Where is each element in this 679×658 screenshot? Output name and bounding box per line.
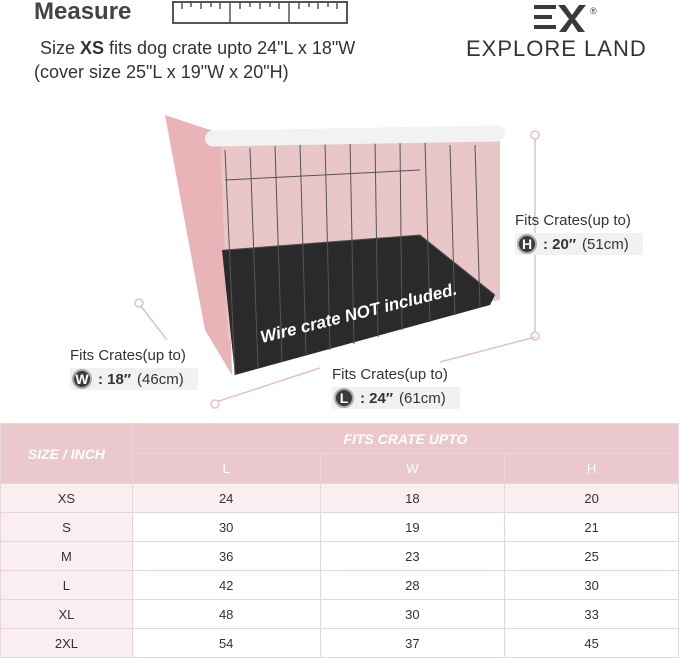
size-value: XS: [80, 38, 105, 58]
length-icon: L: [334, 388, 354, 408]
width-cell: 28: [319, 570, 506, 600]
width-metric: (46cm): [137, 370, 184, 388]
length-value: : 24″: [360, 389, 394, 407]
ruler-icon: [172, 1, 348, 24]
width-cell: 19: [319, 512, 506, 542]
crate-cover-image: Wire crate NOT included.: [134, 115, 540, 409]
crate-wires: [224, 139, 496, 376]
column-header-h: H: [504, 453, 679, 484]
height-cell: 25: [504, 541, 679, 571]
table-row: XS 24 18 20: [0, 483, 679, 513]
table-row: L 42 28 30: [0, 570, 679, 600]
brand-logo: ®: [534, 5, 597, 32]
width-heading: Fits Crates(up to): [70, 347, 186, 364]
table-row: 2XL 54 37 45: [0, 628, 679, 658]
width-cell: 37: [319, 628, 506, 658]
table-row: M 36 23 25: [0, 541, 679, 571]
width-cell: 30: [319, 599, 506, 629]
size-cell: L: [0, 570, 133, 600]
size-cell: S: [0, 512, 133, 542]
length-dimension: Fits Crates(up to) L : 24″ (61cm): [332, 366, 460, 409]
width-cell: 18: [319, 483, 506, 513]
fits-crate-header: FITS CRATE UPTO: [131, 423, 679, 454]
length-cell: 36: [131, 541, 321, 571]
width-cell: 23: [319, 541, 506, 571]
cover-rolled-top: [205, 125, 505, 147]
height-cell: 33: [504, 599, 679, 629]
column-header-w: W: [319, 453, 506, 484]
table-row: XL 48 30 33: [0, 599, 679, 629]
height-icon: H: [517, 234, 537, 254]
cover-size: (cover size 25"L x 19"W x 20"H): [34, 62, 289, 82]
size-suffix: fits dog crate upto 24"L x 18"W: [104, 38, 356, 58]
width-icon: W: [72, 369, 92, 389]
length-cell: 54: [131, 628, 321, 658]
length-cell: 24: [131, 483, 321, 513]
length-cell: 30: [131, 512, 321, 542]
cover-side-panel: [165, 115, 232, 375]
height-dimension: Fits Crates(up to) H : 20″ (51cm): [515, 212, 643, 255]
height-value: : 20″: [543, 235, 577, 253]
length-metric: (61cm): [399, 389, 446, 407]
size-cell: XS: [0, 483, 133, 513]
width-dimension: Fits Crates(up to) W : 18″ (46cm): [70, 347, 198, 390]
size-cell: XL: [0, 599, 133, 629]
length-heading: Fits Crates(up to): [332, 366, 448, 383]
width-value: : 18″: [98, 370, 132, 388]
size-description: Size XS fits dog crate upto 24"L x 18"W: [40, 38, 355, 59]
measure-label: Measure: [34, 0, 132, 25]
height-cell: 20: [504, 483, 679, 513]
column-header-l: L: [131, 453, 321, 484]
height-cell: 21: [504, 512, 679, 542]
size-cell: M: [0, 541, 133, 571]
length-cell: 48: [131, 599, 321, 629]
crate-floor: [222, 235, 495, 375]
size-header: SIZE / INCH: [0, 423, 133, 484]
height-cell: 30: [504, 570, 679, 600]
brand-name: EXPLORE LAND: [466, 36, 647, 61]
table-row: S 30 19 21: [0, 512, 679, 542]
size-chart-table: SIZE / INCH FITS CRATE UPTO L W H XS 24 18…: [0, 423, 679, 658]
height-cell: 45: [504, 628, 679, 658]
height-heading: Fits Crates(up to): [515, 212, 631, 229]
size-prefix: Size: [40, 38, 81, 58]
length-cell: 42: [131, 570, 321, 600]
registered-mark: ®: [590, 6, 597, 16]
size-cell: 2XL: [0, 628, 133, 658]
height-metric: (51cm): [582, 235, 629, 253]
